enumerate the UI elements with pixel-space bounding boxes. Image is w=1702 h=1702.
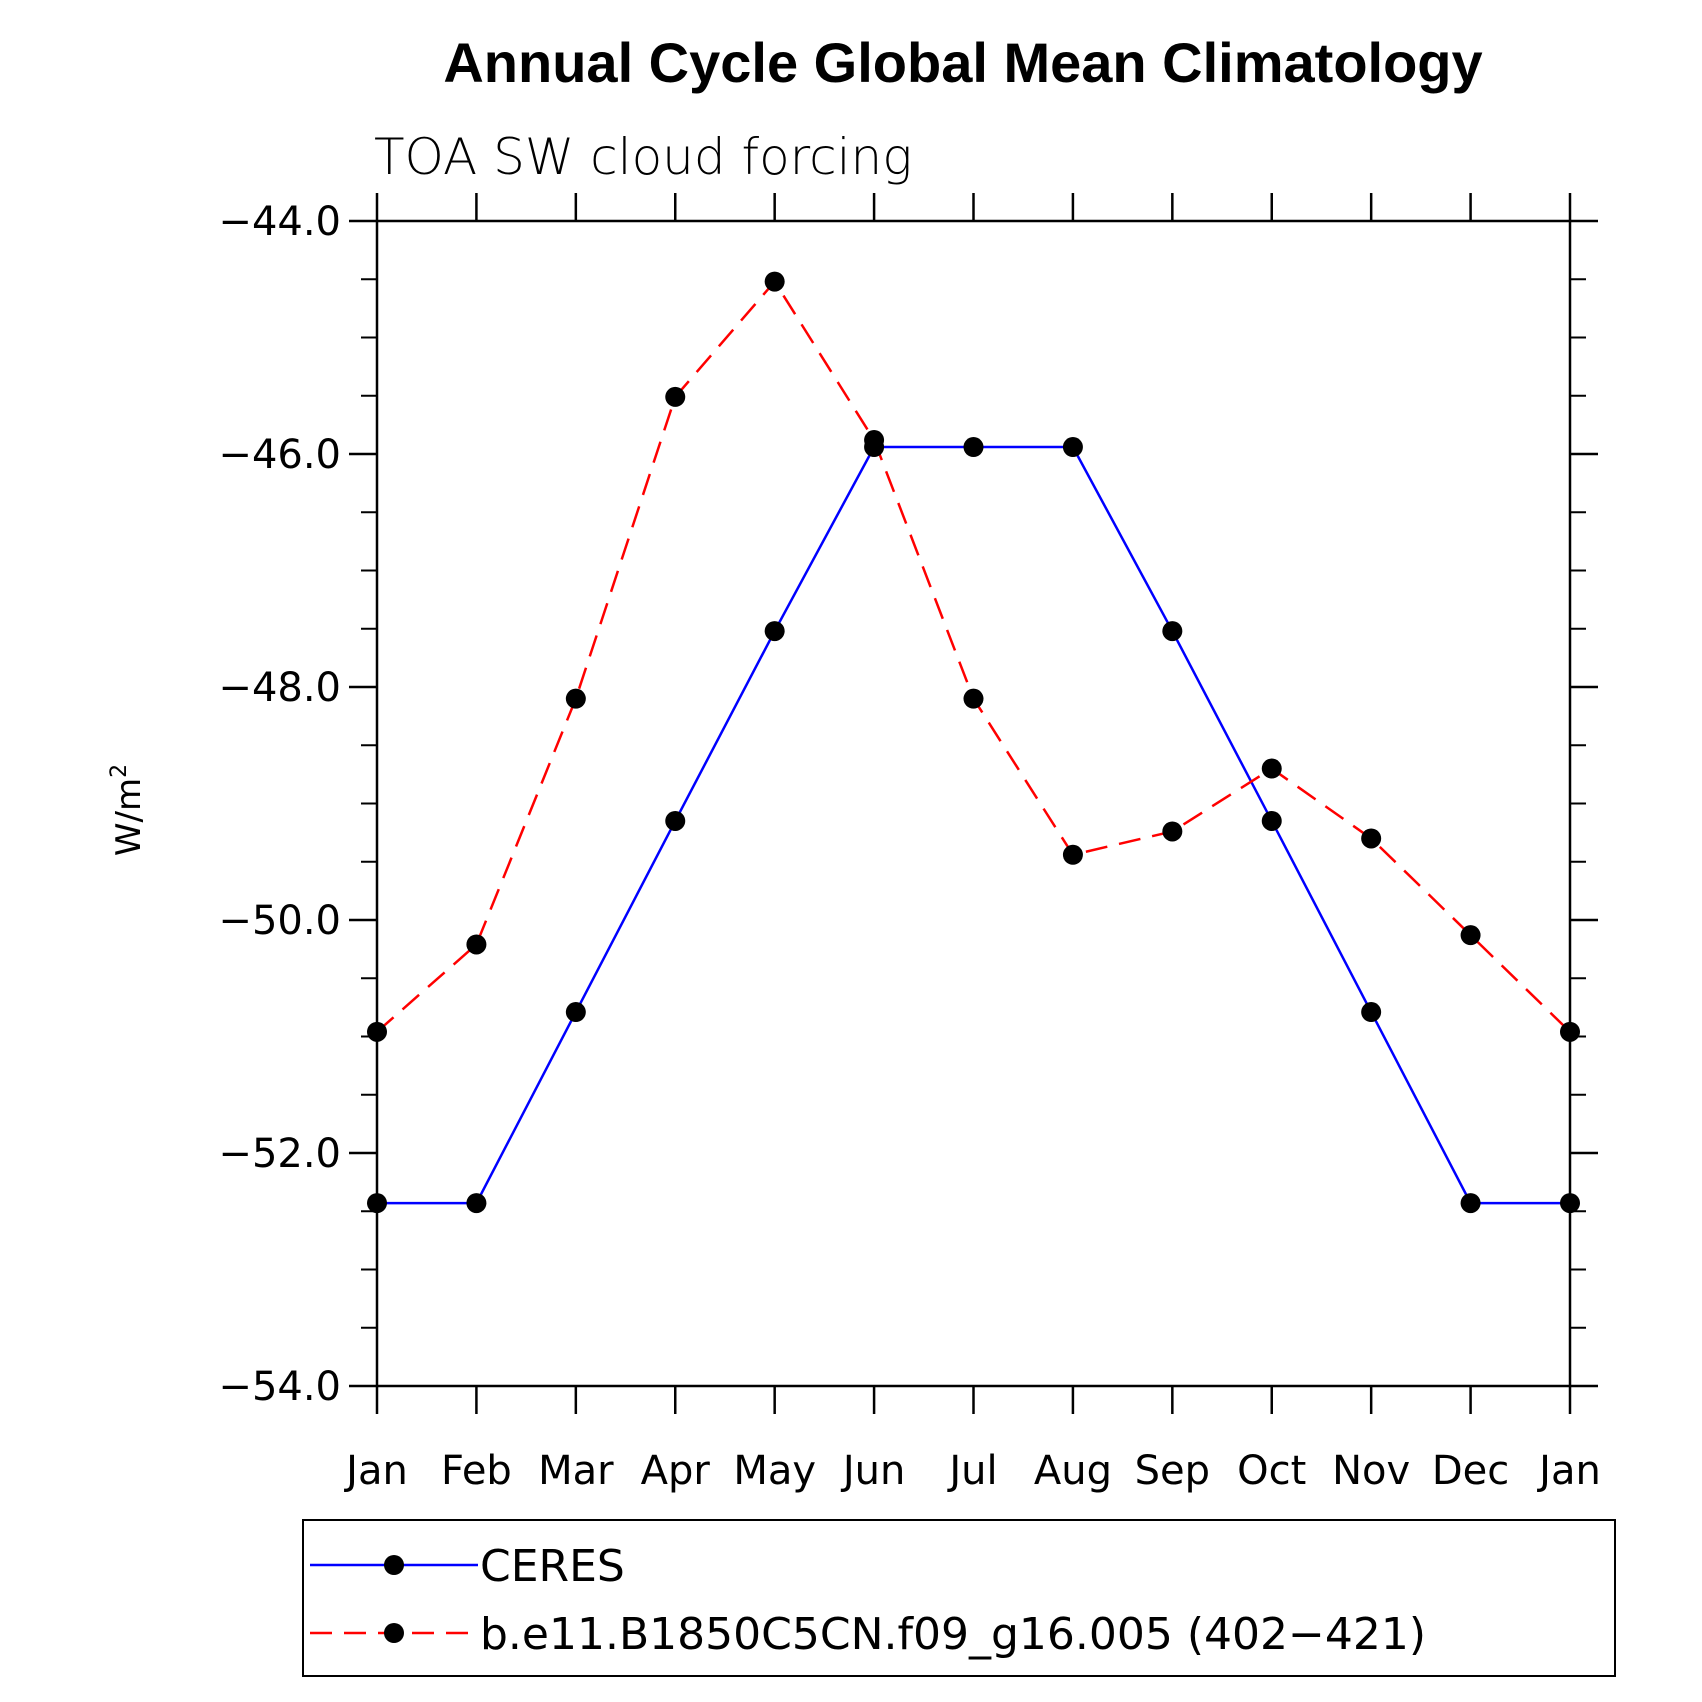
data-point-model (665, 386, 686, 407)
x-tick-label: Sep (1135, 1448, 1210, 1494)
data-point-ceres (764, 621, 785, 642)
x-tick-label: Jan (343, 1448, 408, 1494)
x-tick-label: Apr (641, 1448, 711, 1494)
data-point-ceres (665, 810, 686, 831)
x-tick-label: Jul (946, 1448, 997, 1494)
data-point-model (1460, 925, 1481, 946)
data-point-ceres (1162, 621, 1183, 642)
y-tick-label: −44.0 (218, 199, 341, 245)
x-tick-label: Nov (1332, 1448, 1410, 1494)
data-point-model (963, 688, 984, 709)
chart-subtitle: TOA SW cloud forcing (374, 128, 912, 186)
chart-title: Annual Cycle Global Mean Climatology (443, 31, 1482, 94)
data-point-ceres (367, 1193, 387, 1214)
data-point-model (565, 688, 586, 709)
series-line-model (376, 279, 1571, 1033)
plot-frame (375, 219, 1572, 1388)
y-tick-label: −50.0 (218, 898, 341, 944)
legend-box (302, 1519, 1616, 1677)
data-point-ceres (1361, 1002, 1382, 1023)
data-point-ceres (1560, 1193, 1580, 1214)
x-tick-label: Dec (1432, 1448, 1509, 1494)
x-tick-label: Jun (840, 1448, 906, 1494)
x-tick-label: Aug (1034, 1448, 1112, 1494)
y-axis-label: W/m2 (107, 764, 149, 856)
legend-marker-ceres (384, 1555, 404, 1575)
data-point-ceres (963, 437, 984, 458)
data-point-model (864, 430, 885, 451)
legend-label-model: b.e11.B1850C5CN.f09_g16.005 (402−421) (480, 1609, 1426, 1660)
legend-marker-model (384, 1623, 404, 1643)
y-tick-label: −52.0 (218, 1131, 341, 1177)
x-tick-label: Mar (538, 1448, 614, 1494)
y-axis-label-exponent: 2 (107, 764, 132, 778)
data-point-model (1062, 844, 1083, 865)
x-tick-labels: Jan Feb Mar Apr May Jun Jul Aug Sep Oct Nov Dec Jan (343, 1448, 1601, 1494)
data-point-model (466, 934, 487, 955)
data-point-ceres (565, 1002, 586, 1023)
data-point-model (1162, 821, 1183, 842)
data-point-model (367, 1021, 387, 1042)
data-point-model (1361, 828, 1382, 849)
y-tick-label: −46.0 (218, 432, 341, 478)
legend: CERES b.e11.B1850C5CN.f09_g16.005 (402−4… (302, 1519, 1616, 1677)
axis-ticks (349, 193, 1598, 1414)
x-tick-label: Feb (441, 1448, 512, 1494)
series-line-ceres (377, 445, 1570, 1205)
svg-text:W/m2: W/m2 (107, 764, 149, 856)
data-point-ceres (1460, 1193, 1481, 1214)
data-point-model (764, 271, 785, 292)
y-axis-label-text: W/m (109, 778, 149, 856)
y-tick-label: −48.0 (218, 665, 341, 711)
legend-label-ceres: CERES (480, 1541, 625, 1592)
data-point-ceres (1261, 810, 1282, 831)
data-point-ceres (466, 1193, 487, 1214)
x-tick-label: May (733, 1448, 816, 1494)
y-tick-label: −54.0 (218, 1364, 341, 1410)
series-layer (367, 271, 1580, 1214)
data-point-model (1261, 758, 1282, 779)
x-tick-label: Oct (1237, 1448, 1306, 1494)
x-tick-label: Jan (1536, 1448, 1601, 1494)
data-point-ceres (1062, 437, 1083, 458)
data-point-model (1560, 1021, 1580, 1042)
y-tick-labels: −54.0 −52.0 −50.0 −48.0 −46.0 −44.0 (218, 199, 341, 1410)
